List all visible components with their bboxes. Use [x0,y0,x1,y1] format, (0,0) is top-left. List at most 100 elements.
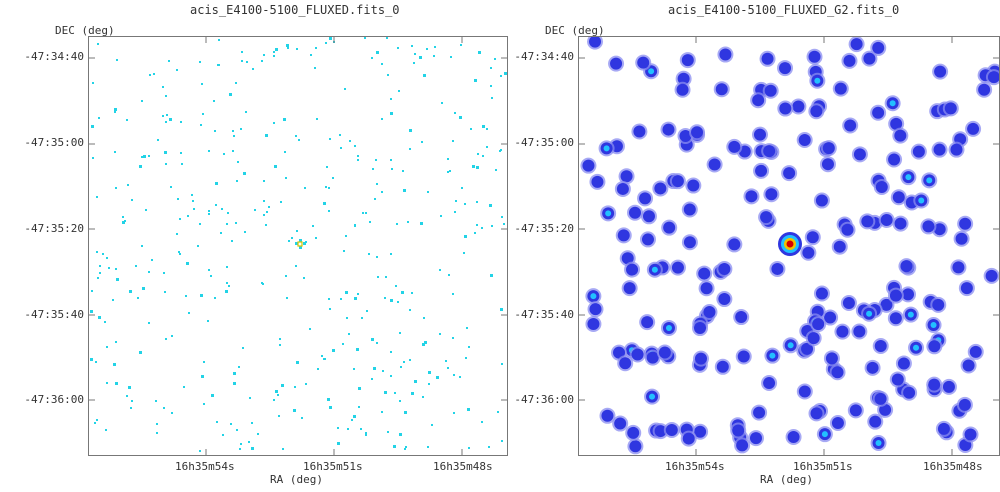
left-panel-title: acis_E4100-5100_FLUXED.fits_0 [190,3,400,17]
event-pixel [381,191,383,193]
event-pixel [176,69,178,71]
event-pixel [277,394,279,396]
event-pixel [397,47,399,49]
smoothed-source-blob [692,350,709,367]
event-pixel [470,128,472,130]
smoothed-source-blob [887,310,904,327]
smoothed-source-blob [957,215,974,232]
event-pixel [170,186,172,188]
smoothed-source-blob [689,124,706,141]
smoothed-source-blob [800,244,817,261]
event-pixel [391,168,393,170]
event-pixel [199,223,201,225]
event-pixel [248,441,250,443]
event-pixel [208,213,210,215]
smoothed-source-blob [867,413,884,430]
smoothed-source-blob [733,309,750,326]
event-pixel [227,212,229,214]
smoothed-source-blob [810,316,827,333]
smoothed-source-blob [851,323,868,340]
event-pixel [454,211,456,213]
smoothed-source-blob [585,316,602,333]
event-pixel [135,265,137,267]
event-pixel [427,191,429,193]
event-pixel [466,327,468,329]
smoothed-source-blob [822,309,839,326]
event-pixel [357,155,359,157]
left-image-panel: acis_E4100-5100_FLUXED.fits_0 DEC (deg) … [24,3,508,486]
event-pixel [257,433,259,435]
event-pixel [325,186,327,188]
event-pixel [235,222,237,224]
smoothed-source-blob [953,230,970,247]
smoothed-source-blob [840,294,857,311]
event-pixel [324,358,326,360]
event-pixel [115,268,117,270]
event-pixel [240,128,242,130]
event-pixel [180,121,182,123]
event-pixel [481,227,483,229]
event-pixel [98,117,100,119]
event-pixel [210,275,212,277]
event-pixel [279,344,281,346]
left-image-canvas[interactable] [88,36,508,456]
event-pixel [411,292,413,294]
event-pixel [226,282,228,284]
event-pixel [476,224,478,226]
event-pixel [98,316,101,319]
event-pixel [243,172,246,175]
smoothed-source-blob [816,426,833,443]
event-pixel [273,122,275,124]
event-pixel [185,295,187,297]
event-pixel [301,417,303,419]
event-pixel [381,63,383,65]
event-pixel [131,400,133,402]
event-pixel [163,272,165,274]
event-pixel [486,146,488,148]
right-image-canvas[interactable] [578,36,1000,456]
right-y-tick: -47:36:00 [514,393,574,406]
event-pixel [495,169,497,171]
event-pixel [216,421,218,423]
smoothed-source-blob [831,238,848,255]
smoothed-source-blob [872,338,889,355]
event-pixel [273,399,275,401]
event-pixel [348,333,350,335]
event-pixel [113,363,116,366]
event-pixel [328,187,330,189]
event-pixel [503,223,505,225]
event-pixel [274,165,277,168]
event-pixel [96,196,98,198]
smoothed-source-blob [859,213,876,230]
smoothed-source-blob [777,60,794,77]
source-core [297,241,303,247]
smoothed-source-blob [679,52,696,69]
event-pixel [340,147,342,149]
event-pixel [130,407,132,409]
event-pixel [268,206,270,208]
event-pixel [91,290,93,292]
smoothed-source-blob [612,415,629,432]
smoothed-source-blob [823,350,840,367]
smoothed-source-blob [900,169,917,186]
smoothed-source-blob [644,349,661,366]
event-pixel [404,411,407,414]
event-pixel [208,150,210,152]
right-x-axis-label: RA (deg) [760,473,813,486]
event-pixel [99,265,101,267]
left-y-tick: -47:35:00 [24,136,84,149]
smoothed-source-blob [747,430,764,447]
smoothed-source-blob [804,229,821,246]
left-y-tick: -47:34:40 [24,50,84,63]
event-pixel [368,253,370,255]
event-pixel [364,37,366,39]
right-panel-title: acis_E4100-5100_FLUXED_G2.fits_0 [668,3,900,17]
event-pixel [321,355,323,357]
event-pixel [354,145,356,147]
event-pixel [131,199,133,201]
event-pixel [403,361,405,363]
smoothed-source-blob [750,92,767,109]
smoothed-source-blob [785,428,802,445]
event-pixel [453,412,455,414]
event-pixel [164,151,167,154]
